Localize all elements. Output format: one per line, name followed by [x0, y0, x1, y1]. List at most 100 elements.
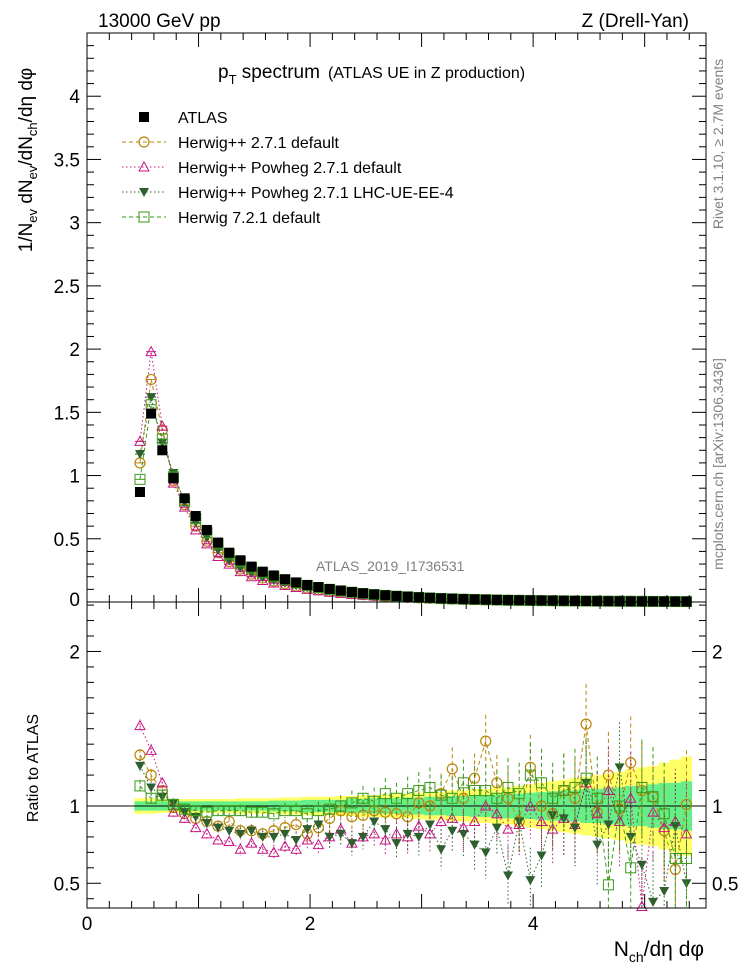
data-point: [569, 595, 580, 606]
data-point: [558, 595, 569, 606]
ratio-point: [412, 820, 425, 831]
x-tick-label: 0: [82, 914, 93, 935]
ratio-point: [146, 783, 157, 793]
ratio-point: [636, 860, 647, 870]
ratio-point: [502, 781, 514, 793]
x-axis-label: Nch/dη dφ: [614, 938, 704, 965]
ratio-frame: [86, 601, 707, 909]
data-point: [369, 589, 380, 600]
ratio-point: [312, 838, 325, 850]
ratio-point: [279, 805, 291, 817]
ratio-point: [446, 792, 458, 804]
ratio-point: [167, 806, 180, 817]
ratio-y-tick-label-right: 2: [712, 642, 723, 663]
data-point: [625, 596, 636, 607]
ratio-point: [224, 826, 235, 836]
ratio-point: [502, 823, 514, 834]
data-point: [156, 433, 168, 445]
ratio-y-tick-label-right: 0.5: [712, 874, 738, 895]
ratio-point: [658, 808, 670, 820]
ratio-point: [301, 808, 313, 820]
data-point: [235, 555, 246, 566]
data-point: [213, 537, 224, 548]
ratio-point: [212, 833, 224, 845]
ratio-point: [524, 799, 537, 811]
ratio-series-line: [139, 725, 687, 907]
data-point: [178, 501, 191, 512]
ratio-point: [602, 879, 614, 891]
ratio-point: [625, 757, 637, 769]
main-y-tick-label: 0: [69, 590, 80, 611]
ratio-point: [569, 781, 581, 793]
data-point: [503, 595, 514, 606]
data-point: [245, 570, 258, 582]
ratio-point: [369, 817, 380, 827]
header-left: 13000 GeV pp: [98, 11, 221, 32]
data-point: [614, 596, 625, 607]
ratio-point: [157, 792, 168, 802]
ratio-point: [156, 789, 168, 801]
ratio-point: [368, 827, 381, 839]
ratio-point: [335, 800, 347, 812]
legend-marker: [139, 188, 149, 197]
ratio-point: [235, 829, 246, 839]
data-point: [491, 594, 502, 605]
ratio-point: [413, 832, 424, 842]
main-y-tick-label: 0.5: [54, 530, 80, 551]
ratio-point: [223, 805, 235, 817]
ratio-point: [468, 815, 481, 826]
main-y-tick-label: 1.5: [54, 403, 80, 424]
ratio-point: [648, 897, 659, 907]
ratio-point: [178, 812, 191, 823]
data-point: [134, 486, 145, 497]
data-point: [201, 533, 212, 543]
data-point: [324, 583, 335, 594]
data-point: [291, 577, 302, 588]
main-y-tick-label: 3: [69, 214, 80, 235]
ratio-point: [491, 823, 502, 833]
legend-label: Herwig 7.2.1 default: [178, 210, 321, 227]
data-point: [146, 408, 157, 419]
header-right: Z (Drell-Yan): [582, 11, 689, 32]
series-line: [139, 351, 687, 603]
data-point: [223, 558, 236, 569]
data-point: [547, 595, 558, 606]
plot-title: pT spectrum (ATLAS UE in Z production): [218, 62, 525, 87]
data-point: [391, 591, 402, 602]
ratio-point: [223, 835, 236, 847]
ratio-point: [201, 819, 212, 828]
main-y-tick-label: 4: [69, 87, 80, 108]
ratio-point: [680, 798, 693, 811]
legend-label: ATLAS: [178, 110, 228, 127]
data-point: [134, 450, 145, 460]
data-point: [224, 547, 235, 558]
x-tick-label: 4: [528, 914, 539, 935]
ratio-point: [636, 781, 648, 793]
ratio-point: [245, 837, 258, 848]
ratio-point: [592, 840, 603, 850]
ratio-point: [189, 821, 202, 833]
ratio-point: [614, 800, 626, 812]
legend-marker: [139, 112, 149, 122]
ratio-point: [402, 788, 414, 800]
ratio-point: [435, 789, 447, 801]
data-point: [267, 577, 280, 588]
ratio-y-tick-label: 2: [69, 642, 80, 663]
ratio-axes: 0.5 0.5 1 1 2 2 0 2 4: [54, 602, 738, 935]
ratio-point: [279, 840, 291, 851]
data-point: [134, 473, 146, 485]
ratio-point: [390, 827, 403, 839]
ratio-point: [234, 805, 246, 817]
ratio-point: [446, 763, 458, 775]
ratio-data-layer: [134, 683, 693, 911]
ratio-point: [424, 800, 436, 812]
data-point: [234, 565, 247, 577]
ratio-point: [134, 780, 146, 792]
ratio-point: [313, 820, 324, 830]
data-point: [447, 593, 458, 604]
ratio-point: [212, 805, 224, 817]
ratio-point: [267, 846, 280, 857]
ratio-point: [156, 776, 169, 788]
ratio-point: [624, 792, 637, 803]
